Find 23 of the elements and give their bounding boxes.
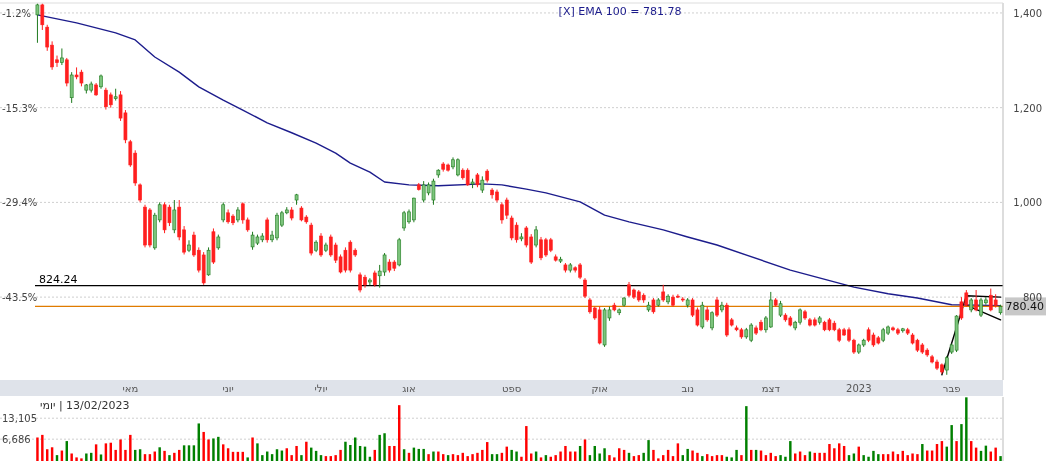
annotation: [X] EMA 100 = 781.78 xyxy=(558,5,682,18)
y-tick-label: 1,000 xyxy=(1013,197,1042,209)
y2-tick-label: -29.4% xyxy=(2,197,38,209)
x-tick-label: מאי xyxy=(122,383,139,394)
x-tick-label: 2023 xyxy=(846,383,872,394)
y2-tick-label: -43.5% xyxy=(2,291,38,303)
x-tick-label: יולי xyxy=(314,383,328,394)
annotation: 13/02/2023 | יומי xyxy=(40,399,130,412)
x-tick-label: אוק xyxy=(591,383,608,394)
x-tick-label: פבר xyxy=(942,383,961,394)
x-tick-label: דצמ xyxy=(761,383,781,394)
y-tick-label: 13,105 xyxy=(2,413,37,425)
x-tick-label: אוג xyxy=(402,383,416,394)
y2-tick-label: -1.2% xyxy=(2,8,32,20)
x-tick-label: יוני xyxy=(222,383,234,394)
ref-line-label: 780.40 xyxy=(1005,300,1044,314)
x-tick-label: ספט xyxy=(502,383,522,394)
y-tick-label: 1,200 xyxy=(1013,102,1042,114)
ref-line-label: 824.24 xyxy=(39,272,78,286)
x-tick-label: נוב xyxy=(681,383,694,394)
y-tick-label: 6,686 xyxy=(2,434,31,446)
y2-tick-label: -15.3% xyxy=(2,102,38,114)
y-tick-label: 1,400 xyxy=(1013,7,1042,19)
